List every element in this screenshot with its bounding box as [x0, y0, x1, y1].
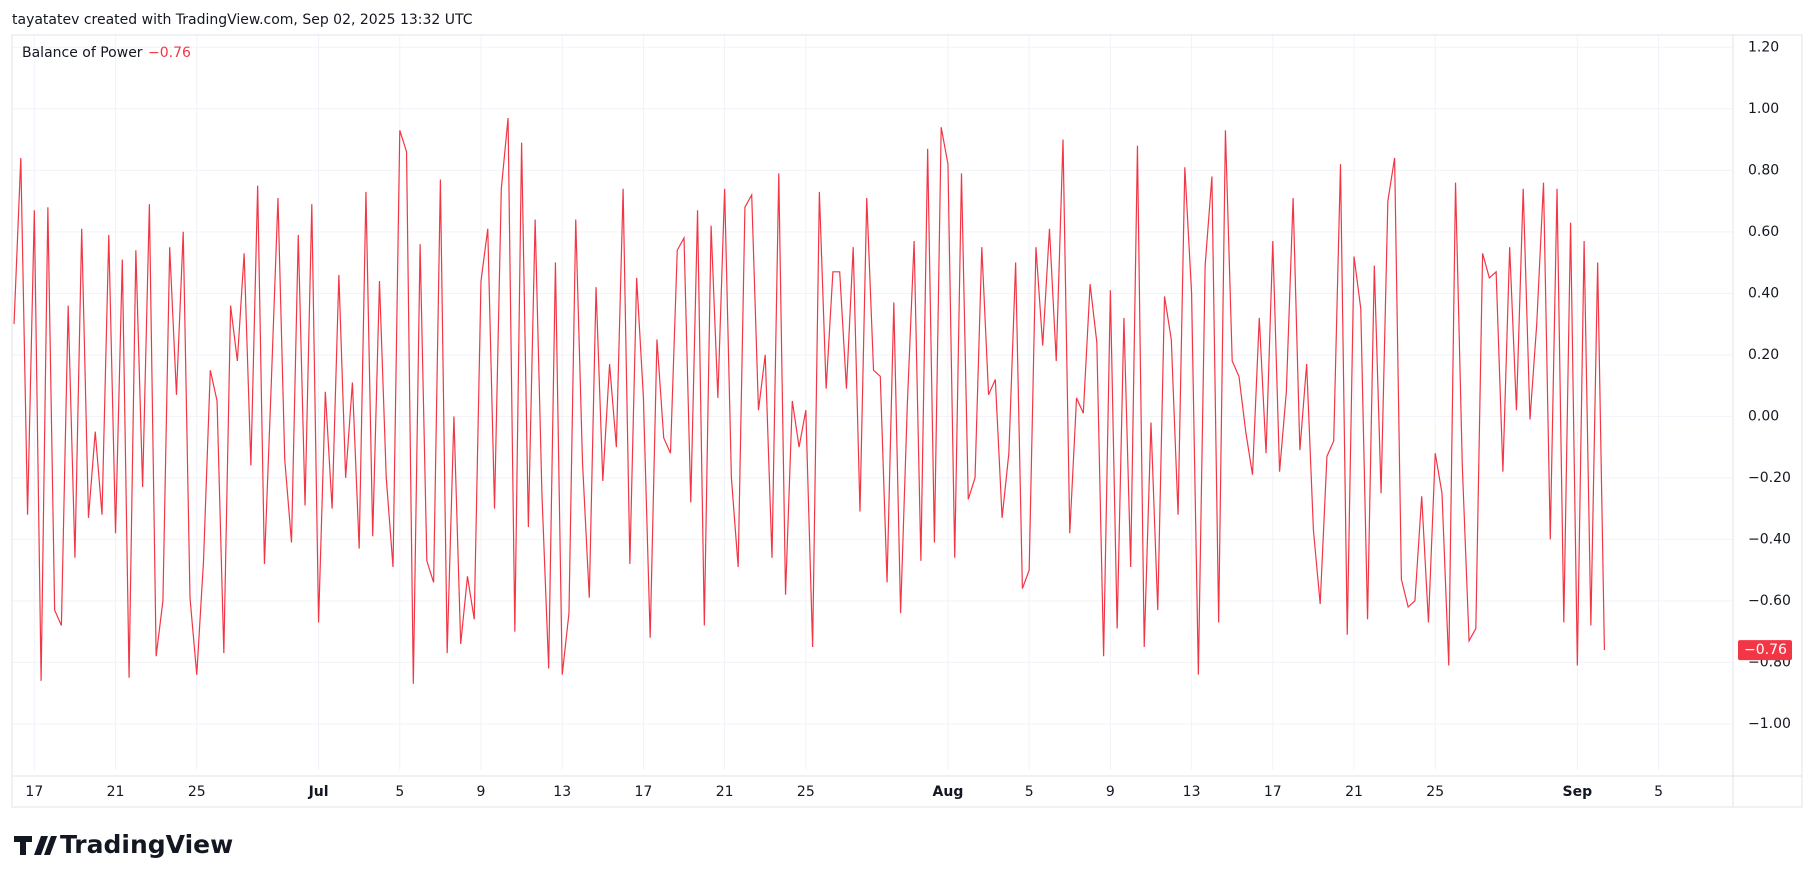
y-tick-label: −0.40: [1748, 531, 1791, 547]
header-text: tayatatev created with TradingView.com, …: [12, 12, 473, 28]
x-tick-label: Aug: [933, 784, 964, 800]
x-tick-label: 9: [477, 784, 486, 800]
logo-text: TradingView: [60, 830, 233, 859]
x-tick-label: 13: [553, 784, 571, 800]
x-tick-label: 5: [395, 784, 404, 800]
y-tick-label: 0.60: [1748, 224, 1779, 240]
y-tick-label: 1.20: [1748, 39, 1779, 55]
x-tick-label: 21: [1345, 784, 1363, 800]
x-tick-label: 21: [716, 784, 734, 800]
y-tick-label: 0.20: [1748, 347, 1779, 363]
y-tick-label: 0.80: [1748, 162, 1779, 178]
y-tick-label: −1.00: [1748, 716, 1791, 732]
legend-value: −0.76: [148, 45, 191, 61]
x-tick-label: Jul: [308, 784, 329, 800]
line: [13, 117, 1606, 684]
x-tick-label: 13: [1183, 784, 1201, 800]
y-tick-label: 1.00: [1748, 101, 1779, 117]
y-tick-label: −0.20: [1748, 470, 1791, 486]
x-tick-label: 17: [1264, 784, 1282, 800]
x-tick-label: 17: [635, 784, 653, 800]
x-tick-label: 5: [1025, 784, 1034, 800]
x-tick-label: 21: [107, 784, 125, 800]
y-tick-label: 0.00: [1748, 408, 1779, 424]
x-tick-label: 25: [188, 784, 206, 800]
grid: [12, 35, 1733, 770]
x-tick-label: 25: [797, 784, 815, 800]
y-tick-label: −0.60: [1748, 593, 1791, 609]
logo: TradingView: [14, 830, 233, 859]
last-value-badge: [1738, 640, 1792, 661]
legend-name: Balance of Power: [22, 45, 143, 61]
x-tick-label: 25: [1426, 784, 1444, 800]
y-tick-label: 0.40: [1748, 285, 1779, 301]
x-tick-label: 5: [1654, 784, 1663, 800]
x-tick-label: 9: [1106, 784, 1115, 800]
last-value-label: −0.76: [1744, 642, 1787, 658]
x-tick-label: 17: [25, 784, 43, 800]
frame: [11, 34, 1803, 808]
x-tick-label: Sep: [1563, 784, 1593, 800]
